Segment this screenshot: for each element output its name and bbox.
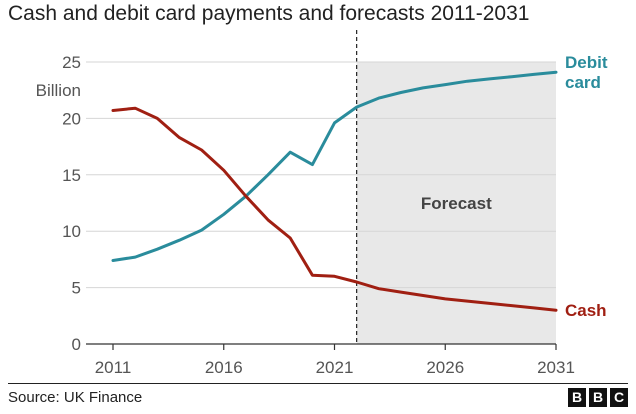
x-axis-tick-labels: 2011 2016 2021 2026 2031	[95, 358, 575, 377]
y-gridlines	[86, 61, 556, 289]
debit-card-series-label: card	[565, 73, 601, 92]
footer-divider	[8, 383, 628, 384]
y-tick-label: 10	[62, 222, 81, 241]
x-tick-label: 2011	[95, 358, 132, 377]
bbc-logo-letter: B	[589, 388, 607, 407]
chart-title: Cash and debit card payments and forecas…	[8, 2, 530, 25]
forecast-label: Forecast	[421, 194, 492, 213]
x-tick-label: 2016	[205, 358, 243, 377]
x-tick-label: 2021	[316, 358, 354, 377]
forecast-band	[356, 30, 556, 344]
debit-card-series-label: Debit	[565, 53, 608, 72]
forecast-shaded-region	[356, 62, 556, 344]
forecast-label-group: Forecast	[421, 194, 492, 213]
bbc-logo-letter: C	[610, 388, 628, 407]
cash-line	[111, 106, 558, 312]
y-tick-label: 20	[62, 109, 81, 128]
source-note: Source: UK Finance	[8, 389, 143, 406]
debit-card-line	[111, 70, 558, 262]
y-tick-label: 15	[62, 166, 81, 185]
cash-series-label: Cash	[565, 301, 607, 320]
x-tick-label: 2026	[426, 358, 464, 377]
y-axis-tick-labels: 0 5 10 15 20 25	[62, 53, 81, 354]
bbc-logo: B B C	[568, 388, 628, 407]
y-tick-label: 5	[72, 279, 81, 298]
x-tick-label: 2031	[537, 358, 575, 377]
y-tick-label: 0	[72, 335, 81, 354]
y-axis-unit-label: Billion	[36, 81, 81, 100]
bbc-logo-letter: B	[568, 388, 586, 407]
y-tick-label: 25	[62, 53, 81, 72]
x-axis	[86, 343, 557, 350]
series-lines	[111, 70, 558, 312]
